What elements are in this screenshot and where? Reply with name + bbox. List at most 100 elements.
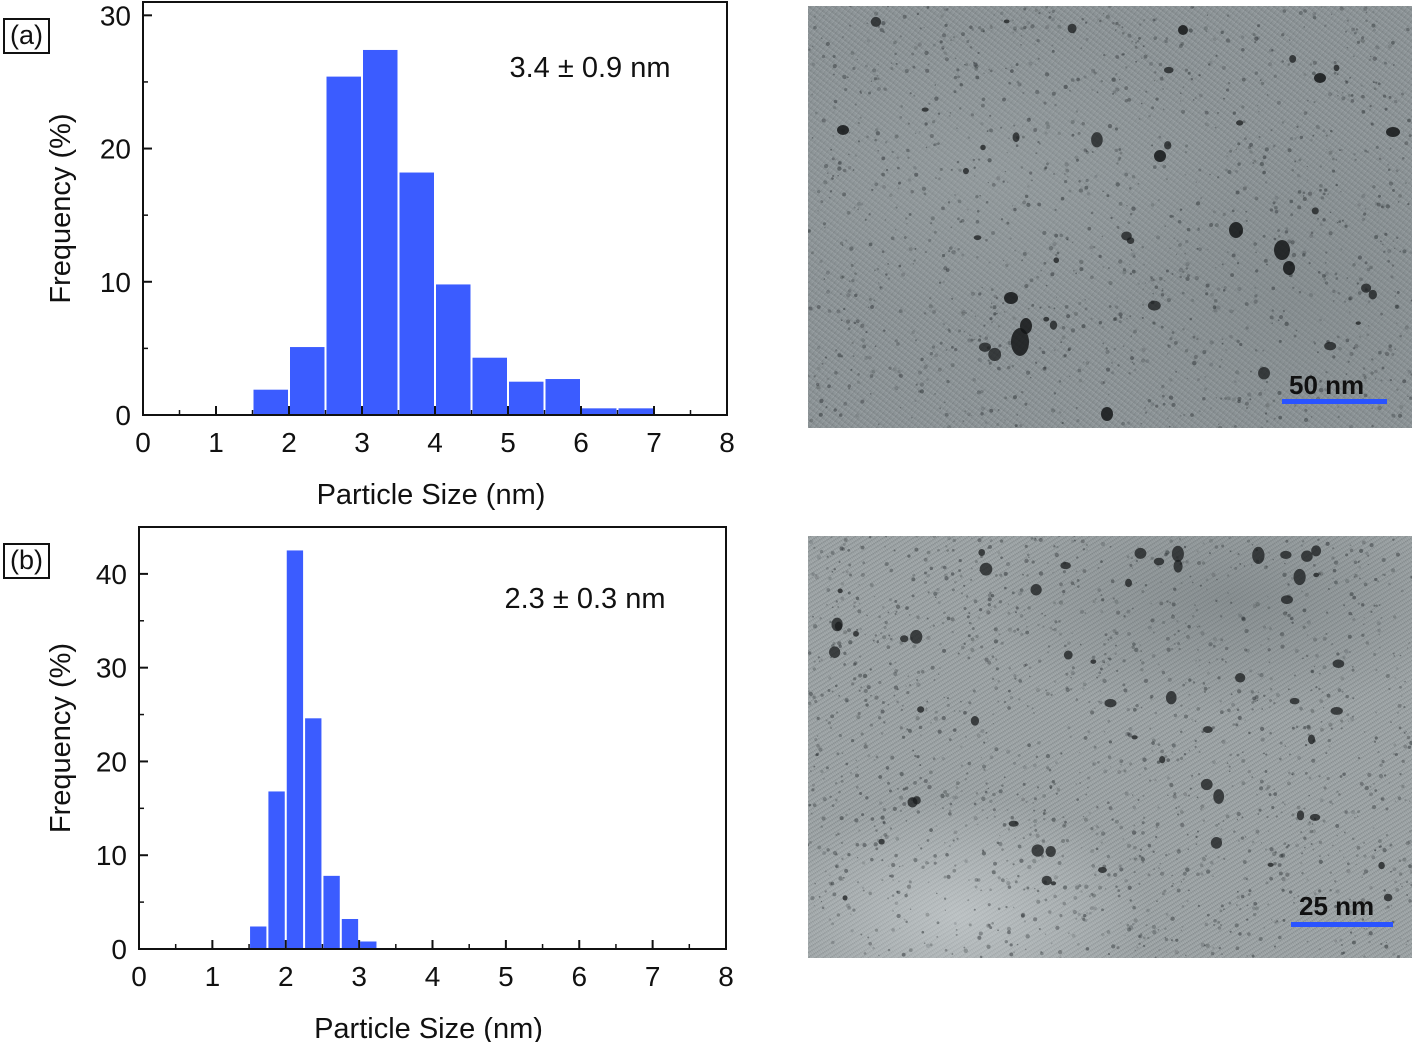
- texture-dot: [1387, 259, 1391, 263]
- texture-dot: [1150, 556, 1154, 560]
- texture-dot: [1137, 546, 1139, 549]
- texture-dot: [873, 77, 878, 81]
- texture-dot: [1071, 632, 1073, 635]
- texture-dot: [908, 880, 912, 884]
- texture-dot: [1062, 593, 1065, 596]
- texture-dot: [950, 617, 955, 622]
- texture-dot: [826, 588, 831, 592]
- texture-dot: [1348, 910, 1352, 915]
- texture-dot: [1084, 185, 1089, 190]
- texture-dot: [1091, 253, 1093, 255]
- texture-dot: [1184, 622, 1187, 625]
- texture-dot: [831, 940, 835, 945]
- texture-dot: [1103, 661, 1106, 664]
- particle-aggregate: [1314, 73, 1326, 83]
- texture-dot: [1156, 760, 1161, 764]
- texture-dot: [1255, 251, 1257, 254]
- texture-dot: [831, 690, 834, 693]
- texture-dot: [992, 808, 996, 812]
- texture-dot: [1180, 756, 1184, 760]
- texture-dot: [1221, 953, 1223, 955]
- texture-dot: [845, 699, 849, 703]
- texture-dot: [1180, 100, 1182, 102]
- texture-dot: [1319, 165, 1323, 168]
- texture-dot: [1065, 168, 1070, 173]
- nanoparticle: [1104, 699, 1117, 708]
- texture-dot: [967, 656, 971, 660]
- texture-dot: [847, 548, 851, 552]
- texture-dot: [1024, 402, 1028, 406]
- texture-dot: [1220, 358, 1223, 361]
- texture-dot: [1186, 635, 1190, 639]
- texture-dot: [1330, 643, 1334, 646]
- texture-dot: [1372, 11, 1375, 13]
- texture-dot: [1378, 350, 1382, 355]
- texture-dot: [1131, 567, 1134, 569]
- texture-dot: [1340, 951, 1344, 955]
- texture-dot: [1307, 99, 1309, 102]
- texture-dot: [1396, 322, 1398, 324]
- texture-dot: [916, 682, 921, 687]
- texture-dot: [1042, 793, 1047, 798]
- texture-dot: [1197, 378, 1200, 381]
- texture-dot: [1385, 807, 1389, 811]
- texture-dot: [1067, 726, 1071, 730]
- texture-dot: [911, 52, 915, 56]
- texture-dot: [1282, 572, 1287, 577]
- texture-dot: [1363, 617, 1365, 619]
- texture-dot: [1222, 289, 1226, 292]
- texture-dot: [1269, 731, 1272, 735]
- texture-dot: [925, 912, 930, 917]
- texture-dot: [1271, 309, 1274, 312]
- texture-dot: [1126, 300, 1128, 302]
- texture-dot: [1107, 657, 1110, 660]
- texture-dot: [1024, 618, 1027, 621]
- texture-dot: [1243, 565, 1246, 567]
- texture-dot: [1227, 574, 1230, 577]
- texture-dot: [1108, 740, 1113, 744]
- texture-dot: [1158, 199, 1160, 201]
- texture-dot: [1312, 60, 1317, 65]
- texture-dot: [1197, 649, 1199, 651]
- texture-dot: [1144, 282, 1147, 284]
- texture-dot: [1181, 905, 1185, 908]
- texture-dot: [1059, 233, 1063, 238]
- texture-dot: [1042, 817, 1046, 821]
- texture-dot: [1205, 292, 1209, 296]
- texture-dot: [1291, 726, 1295, 730]
- particle-aggregate: [1004, 292, 1018, 304]
- texture-dot: [1006, 809, 1009, 812]
- texture-dot: [972, 378, 976, 382]
- texture-dot: [1343, 831, 1346, 834]
- texture-dot: [1355, 863, 1357, 866]
- texture-dot: [1331, 803, 1334, 805]
- texture-dot: [850, 51, 855, 56]
- texture-dot: [1287, 688, 1290, 691]
- texture-dot: [1070, 78, 1075, 82]
- texture-dot: [1368, 940, 1371, 944]
- x-tick-label-b-1: 1: [205, 961, 221, 992]
- nanoparticle: [921, 107, 929, 112]
- texture-dot: [939, 407, 942, 410]
- texture-dot: [898, 181, 901, 185]
- texture-dot: [1038, 229, 1040, 231]
- texture-dot: [971, 28, 975, 31]
- texture-dot: [990, 306, 993, 309]
- texture-dot: [882, 821, 886, 824]
- texture-dot: [1095, 847, 1099, 851]
- nanoparticle: [1361, 283, 1372, 293]
- texture-dot: [1000, 126, 1003, 129]
- texture-dot: [1297, 895, 1299, 897]
- texture-dot: [912, 749, 915, 752]
- texture-dot: [970, 113, 975, 117]
- texture-dot: [1327, 738, 1331, 743]
- texture-dot: [1058, 632, 1063, 636]
- texture-dot: [831, 804, 835, 808]
- texture-dot: [1317, 351, 1319, 353]
- texture-dot: [1365, 19, 1368, 23]
- texture-dot: [1064, 820, 1067, 824]
- texture-dot: [1208, 661, 1211, 664]
- texture-dot: [971, 627, 975, 630]
- x-tick-label-a-0: 0: [135, 427, 151, 458]
- texture-dot: [1252, 33, 1256, 37]
